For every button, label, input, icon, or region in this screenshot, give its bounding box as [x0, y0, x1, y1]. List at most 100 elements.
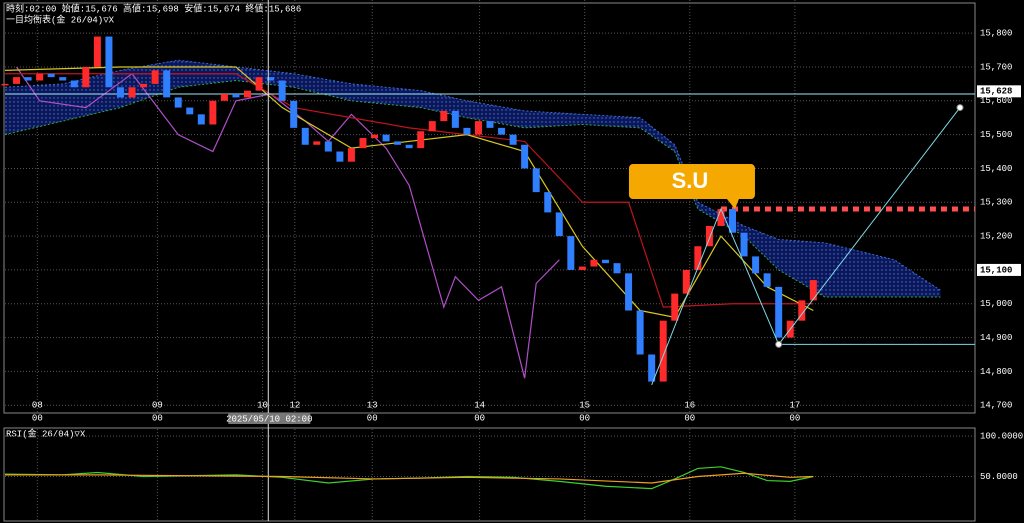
callout-box	[628, 164, 755, 210]
candle	[625, 273, 633, 311]
candle	[174, 97, 182, 108]
x-tick-sublabel: 00	[684, 413, 695, 423]
x-tick-label: 17	[789, 400, 800, 410]
candle	[763, 273, 771, 287]
ohlc-header: 時刻:02:00 始値:15,676 高値:15,698 安値:15,674 終…	[6, 2, 301, 14]
candle	[59, 77, 67, 81]
candle	[440, 110, 448, 122]
cloud-area	[5, 60, 941, 297]
candle	[140, 83, 148, 88]
candle	[70, 80, 78, 88]
candle	[521, 144, 529, 169]
candle	[163, 70, 171, 98]
rsi-tick-label: 50.0000	[980, 472, 1018, 482]
rsi-tick-label: 100.0000	[980, 431, 1023, 441]
candle	[278, 80, 286, 101]
x-tick-label: 13	[367, 400, 378, 410]
candle	[451, 110, 459, 128]
candle	[47, 73, 55, 78]
candle	[590, 259, 598, 267]
candle	[729, 209, 736, 233]
indicator-line	[5, 73, 814, 308]
x-tick-label: 09	[152, 400, 163, 410]
rsi-frame	[3, 427, 976, 522]
y-tick-label: 15,400	[980, 164, 1012, 174]
x-tick-label: 15	[579, 400, 590, 410]
candle	[382, 134, 390, 142]
candle	[498, 127, 506, 135]
cursor-label-box	[228, 413, 311, 424]
x-tick-label: 08	[32, 400, 43, 410]
price-label-box	[977, 85, 1021, 98]
candle	[394, 141, 402, 145]
candle	[613, 263, 621, 274]
y-tick-label: 14,700	[980, 401, 1012, 411]
candle	[717, 209, 725, 226]
y-tick-label: 15,000	[980, 299, 1012, 309]
candle	[13, 77, 21, 84]
x-tick-label: 16	[684, 400, 695, 410]
candle	[486, 121, 494, 128]
candle	[578, 266, 586, 270]
candle	[151, 70, 159, 84]
candle	[405, 144, 413, 149]
pattern-point	[956, 104, 964, 112]
candle	[116, 87, 124, 98]
cloud-span-a	[4, 59, 941, 291]
candle	[232, 94, 240, 98]
callout-label: S.U	[672, 168, 709, 193]
y-tick-label: 15,800	[980, 29, 1012, 39]
price-label-box	[977, 263, 1021, 276]
candle	[290, 100, 298, 128]
cursor-label: 2025/05/10 02:00	[226, 414, 312, 424]
candle	[682, 269, 690, 294]
rsi-line	[5, 472, 814, 484]
y-tick-label: 14,900	[980, 333, 1012, 343]
price-label: 15,628	[980, 87, 1012, 97]
candle	[301, 127, 309, 145]
y-tick-label: 15,500	[980, 130, 1012, 140]
candle	[775, 286, 783, 338]
candle	[509, 134, 517, 145]
candle	[555, 212, 563, 237]
candle	[474, 121, 482, 135]
candle	[347, 148, 355, 162]
candle	[428, 121, 436, 132]
candle	[740, 232, 748, 257]
candle	[359, 138, 367, 149]
candle	[93, 36, 101, 67]
x-tick-label: 12	[289, 400, 300, 410]
candle	[798, 300, 806, 321]
candle	[371, 134, 379, 139]
candle	[463, 127, 471, 135]
candle	[186, 107, 194, 115]
y-tick-label: 15,600	[980, 96, 1012, 106]
candle	[220, 94, 228, 101]
rsi-label: RSI(金 26/04)▽X	[6, 427, 86, 439]
candle	[105, 36, 113, 88]
candle	[267, 77, 275, 81]
candle	[809, 280, 817, 301]
x-tick-sublabel: 00	[367, 413, 378, 423]
candle	[705, 225, 713, 247]
y-tick-label: 14,800	[980, 367, 1012, 377]
candle	[313, 141, 321, 145]
y-tick-label: 15,200	[980, 231, 1012, 241]
candle	[324, 141, 332, 152]
candle	[636, 310, 644, 355]
indicator-line	[16, 66, 560, 379]
cloud-span-b	[4, 80, 941, 298]
candle	[648, 354, 656, 382]
x-tick-sublabel: 00	[32, 413, 43, 423]
pattern-point	[775, 340, 783, 348]
candle	[36, 73, 44, 81]
candle	[567, 236, 575, 270]
pattern-line	[651, 107, 961, 386]
x-tick-sublabel: 00	[789, 413, 800, 423]
x-tick-label: 10	[257, 400, 268, 410]
candle	[24, 77, 32, 81]
candle	[244, 90, 251, 98]
rsi-line	[4, 466, 814, 490]
x-tick-sublabel: 00	[152, 413, 163, 423]
